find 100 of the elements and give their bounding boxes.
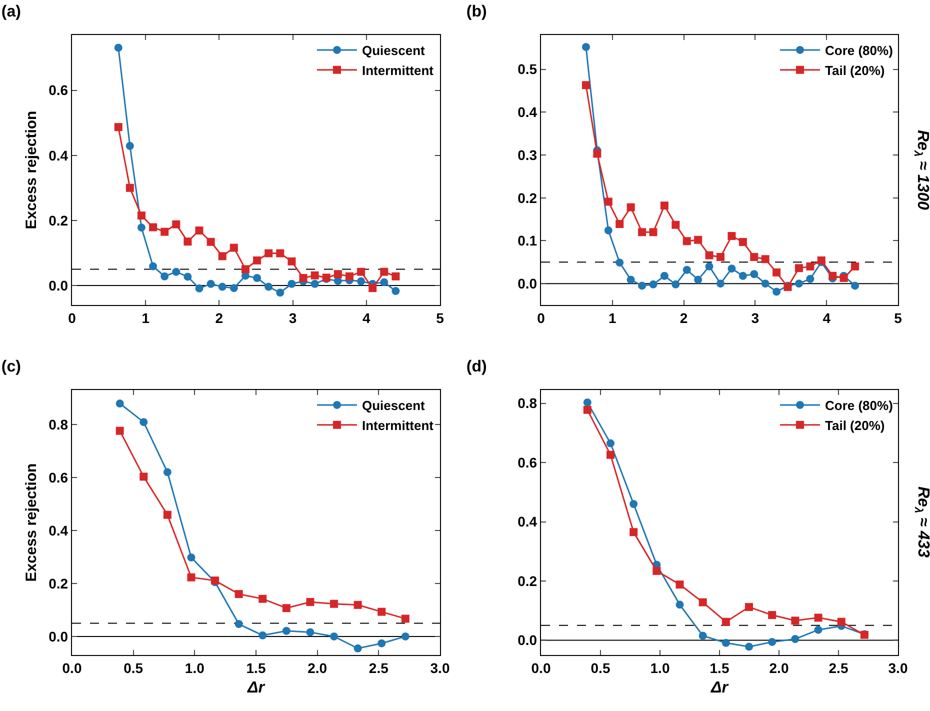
point [682,237,691,246]
x-tick-label: 1 [142,310,150,326]
point [745,603,754,612]
point [354,600,362,609]
point [814,614,822,622]
x-tick-label: 3.0 [430,660,450,676]
point [660,272,668,280]
point [638,282,646,290]
point [276,288,284,297]
legend-label: Quiescent [362,43,426,58]
chart-title: (d) [466,358,487,376]
point [330,632,338,640]
point [682,266,691,274]
point [791,635,800,644]
point [114,123,122,132]
point [814,626,822,634]
legend-label: Intermittent [362,62,434,78]
x-tick-label: 5 [436,310,444,326]
point [738,238,747,246]
point [583,398,592,406]
y-tick-label: 0.2 [518,572,538,589]
x-tick-label: 3 [751,310,760,326]
point [160,228,169,236]
point [604,198,612,206]
x-tick-label: 1.5 [246,660,266,676]
point [738,272,747,280]
point [357,268,366,276]
legend-label: Tail (20%) [825,418,885,433]
point [114,44,122,52]
point [705,262,714,270]
point [276,249,284,258]
point [722,638,730,647]
x-tick-label: 2.0 [308,660,328,676]
x-tick-label: 5 [894,310,902,326]
point [604,226,612,234]
point [264,282,273,291]
point [357,277,366,286]
point [234,590,243,598]
point [230,244,238,252]
point [616,258,624,267]
point [149,223,158,232]
point [768,611,776,620]
y-tick-label: 0.2 [518,190,538,206]
legend-label: Tail (20%) [825,62,885,78]
point [140,418,148,426]
point [716,280,724,288]
x-tick-label: 2 [215,310,224,326]
point [660,202,668,210]
chart-title: (c) [1,358,21,376]
point [206,280,215,288]
point [140,472,148,481]
point [401,614,410,623]
point [593,150,602,158]
point [258,631,267,640]
chart-title: (b) [466,4,487,21]
point [288,257,296,266]
y-axis-title: Excess rejection [22,110,40,230]
x-tick-label: 1.5 [710,660,730,676]
y-tick-label: 0.4 [48,147,68,164]
legend-label: Core (80%) [825,398,893,414]
point [116,400,124,408]
point [392,272,400,280]
x-axis-title: Δr [246,680,266,697]
point [649,228,658,236]
point [184,238,192,246]
point [728,264,736,273]
x-tick-label: 0.5 [124,660,144,676]
point [716,253,724,261]
y-tick-label: 0.4 [48,522,68,538]
point [750,253,758,261]
point [840,274,848,282]
point [828,272,837,280]
point [282,604,290,612]
y-tick-label: 0.4 [518,514,538,530]
point [241,265,250,274]
point [676,580,684,589]
y-tick-label: 0.6 [518,454,538,470]
x-tick-label: 2.5 [828,660,848,676]
point [163,510,172,519]
point [380,278,388,286]
point [401,632,410,640]
x-tick-label: 0.0 [62,660,82,676]
point [253,256,262,264]
x-axis-title: Δr [710,680,729,697]
point [195,226,204,235]
point [230,284,238,292]
point [354,644,362,652]
point [116,426,124,435]
point [694,276,702,284]
x-tick-label: 1.0 [650,660,670,676]
legend-label: Quiescent [362,398,426,414]
point [772,268,781,276]
point [676,600,684,609]
y-tick-label: 0.6 [48,82,68,98]
x-tick-label: 4 [362,310,370,326]
x-tick-label: 2.5 [368,660,389,676]
y-tick-label: 0.6 [48,469,68,486]
point [672,220,680,229]
y-tick-label: 0.2 [48,212,68,228]
x-tick-label: 1.0 [184,660,205,676]
